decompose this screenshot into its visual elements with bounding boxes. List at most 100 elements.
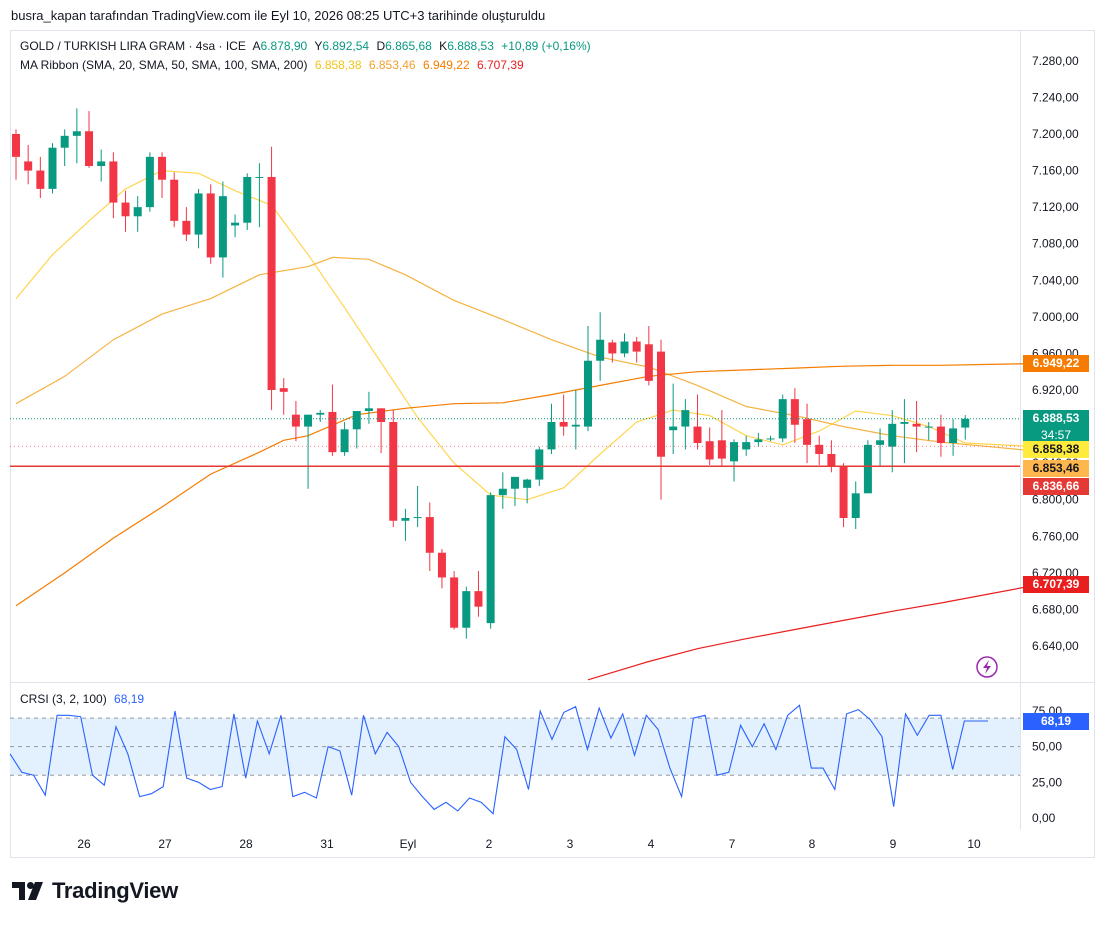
tradingview-logo[interactable]: TradingView — [12, 878, 178, 904]
candle — [182, 207, 191, 241]
candle-body — [936, 426, 945, 444]
candle-body — [790, 399, 799, 425]
close-value: 6.888,53 — [447, 39, 494, 53]
ma20-value: 6.858,38 — [314, 58, 362, 72]
price-tag: 6.949,22 — [1023, 355, 1089, 373]
candle-body — [377, 408, 386, 422]
candle-body — [218, 196, 227, 258]
candle-body — [498, 488, 507, 496]
candle — [437, 549, 446, 589]
ma-ribbon-layer — [15, 169, 1039, 681]
time-tick-label: Eyl — [400, 837, 417, 851]
candle-body — [693, 426, 702, 444]
price-tick-label: 6.640,00 — [1032, 639, 1079, 653]
time-tick-label: 2 — [486, 837, 493, 851]
candle — [730, 439, 739, 482]
candle-body — [827, 454, 836, 467]
candle — [72, 108, 81, 164]
candle-body — [632, 341, 641, 352]
candle-body — [24, 161, 33, 171]
candle-body — [340, 429, 349, 453]
candle-body — [145, 156, 154, 208]
candle-body — [669, 426, 678, 431]
ma-ribbon-title[interactable]: MA Ribbon (SMA, 20, SMA, 50, SMA, 100, S… — [20, 58, 308, 72]
crsi-value: 68,19 — [114, 692, 145, 706]
candle-body — [888, 423, 897, 447]
candle — [559, 394, 568, 436]
time-tick-label: 8 — [809, 837, 816, 851]
candle — [888, 410, 897, 473]
price-tick-label: 7.160,00 — [1032, 164, 1079, 178]
candle-body — [900, 422, 909, 424]
crsi-band-layer — [10, 717, 1020, 776]
candle — [328, 384, 337, 456]
ma-ribbon-legend[interactable]: MA Ribbon (SMA, 20, SMA, 50, SMA, 100, S… — [20, 58, 528, 72]
candle-body — [705, 441, 714, 460]
candle-body — [206, 193, 215, 258]
lightning-icon[interactable] — [976, 656, 998, 678]
candle — [851, 481, 860, 529]
candle — [681, 399, 690, 450]
candle — [510, 476, 519, 507]
candle — [36, 156, 45, 198]
price-tick-label: 6.920,00 — [1032, 383, 1079, 397]
candle-body — [596, 339, 605, 361]
candle — [12, 129, 20, 180]
candle — [754, 432, 763, 447]
open-label: A — [252, 39, 261, 53]
candle — [133, 196, 142, 232]
candle-body — [742, 442, 751, 450]
candle-body — [717, 440, 726, 459]
candle — [243, 173, 252, 230]
symbol-title[interactable]: GOLD / TURKISH LIRA GRAM · 4sa · ICE — [20, 39, 246, 53]
candle — [839, 463, 848, 528]
ma100-line — [15, 362, 1039, 607]
candle — [231, 214, 240, 238]
candle-body — [48, 147, 57, 189]
low-value: 6.865,68 — [385, 39, 432, 53]
price-tick-label: 7.040,00 — [1032, 273, 1079, 287]
symbol-legend[interactable]: GOLD / TURKISH LIRA GRAM · 4sa · ICE A 6.… — [20, 39, 595, 53]
candle — [803, 403, 812, 464]
price-tick-label: 7.080,00 — [1032, 237, 1079, 251]
candle — [60, 129, 69, 166]
crsi-tick-label: 0,00 — [1032, 811, 1056, 825]
price-tick-label: 6.760,00 — [1032, 529, 1079, 543]
candle-body — [949, 428, 958, 444]
candle-body — [961, 418, 970, 428]
bar-countdown: 34:57 — [1040, 427, 1072, 442]
candle — [498, 472, 507, 509]
high-label: Y — [314, 39, 323, 53]
price-tag: 6.853,46 — [1023, 460, 1089, 477]
candle — [316, 410, 325, 422]
candle-body — [267, 176, 276, 390]
candle-body — [36, 170, 45, 189]
candle-body — [413, 517, 422, 519]
price-tick-label: 6.720,00 — [1032, 566, 1079, 580]
price-tick-label: 6.800,00 — [1032, 493, 1079, 507]
candle — [85, 111, 94, 168]
crsi-title[interactable]: CRSI (3, 2, 100) — [20, 692, 107, 706]
candle — [766, 435, 775, 442]
candle — [778, 394, 787, 443]
candle — [657, 339, 666, 500]
candle-body — [364, 408, 373, 412]
candle-body — [389, 422, 398, 521]
chart-frame — [10, 30, 1095, 858]
candle — [462, 586, 471, 639]
candle — [949, 419, 958, 456]
candle-body — [97, 161, 106, 166]
candle-body — [754, 439, 763, 443]
crsi-tick-label: 50,00 — [1032, 740, 1062, 754]
candle — [450, 571, 459, 630]
candle-body — [778, 399, 787, 439]
candle-body — [85, 131, 94, 166]
crsi-legend[interactable]: CRSI (3, 2, 100) 68,19 — [20, 692, 148, 706]
ma50-line — [15, 256, 1039, 452]
candle — [961, 415, 970, 440]
candle-body — [620, 341, 629, 354]
candle — [121, 190, 130, 232]
candle-body — [158, 156, 167, 180]
time-tick-label: 3 — [567, 837, 574, 851]
